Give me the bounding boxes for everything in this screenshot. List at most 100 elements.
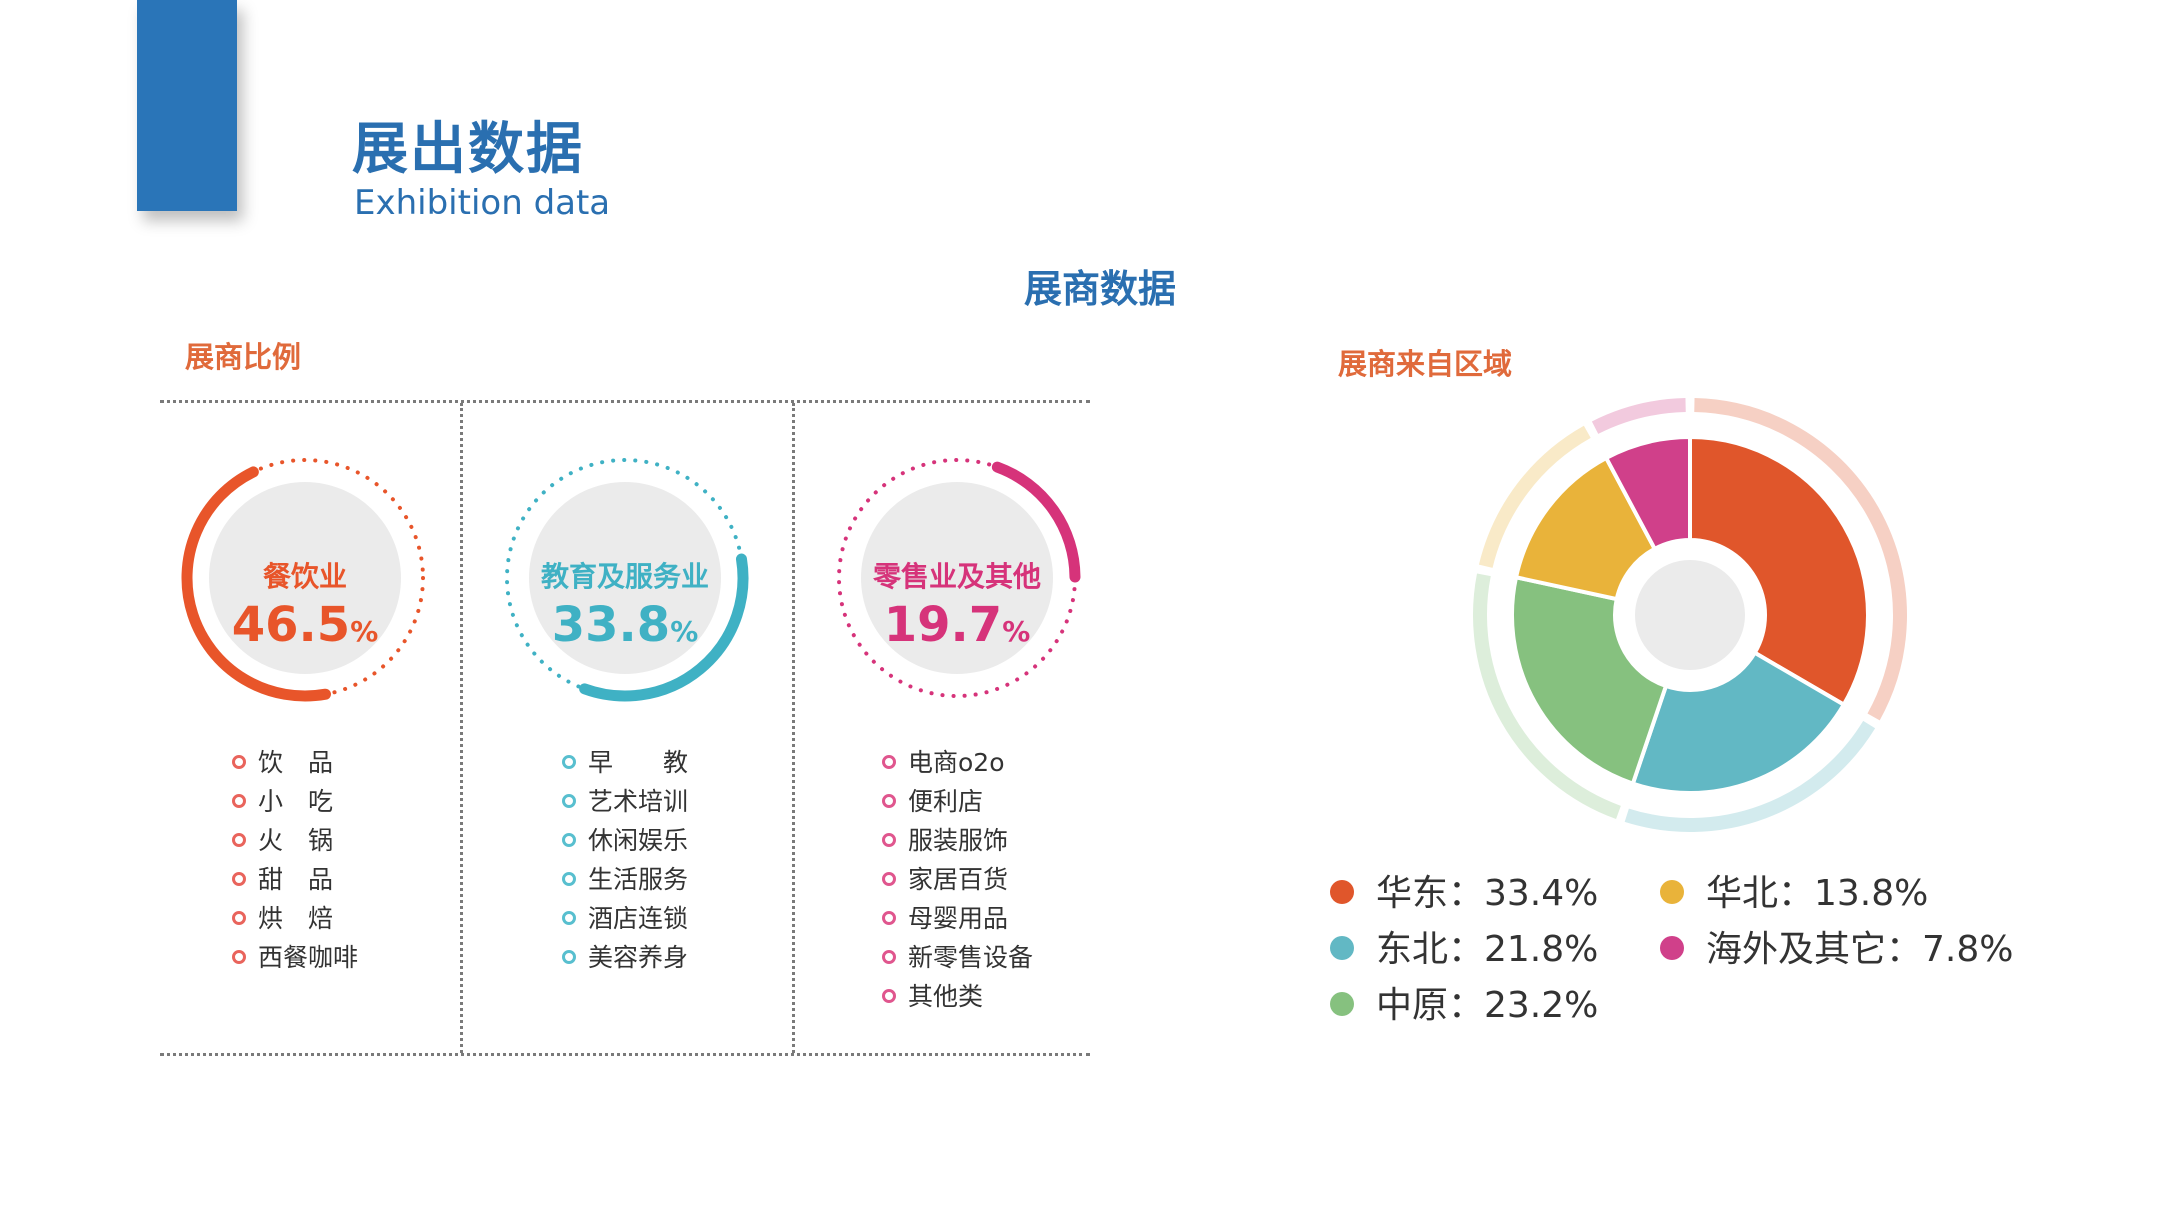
- donut-outer-band: [1624, 720, 1876, 832]
- bullet-icon: [882, 950, 896, 964]
- list-item: 西餐咖啡: [232, 938, 358, 977]
- bullet-icon: [882, 755, 896, 769]
- list-item-label: 艺术培训: [588, 787, 689, 816]
- column-divider: [792, 403, 795, 1053]
- list-item: 电商o2o: [882, 743, 1033, 782]
- donut-inner-ring: [1510, 434, 1870, 795]
- list-item-label: 便利店: [908, 787, 984, 816]
- bullet-icon: [562, 911, 576, 925]
- legend-item-north-china: 华北：13.8%: [1660, 872, 1928, 916]
- list-item: 母婴用品: [882, 899, 1033, 938]
- legend-item-overseas: 海外及其它：7.8%: [1660, 928, 2013, 972]
- list-item-label: 烘 焙: [258, 904, 334, 933]
- legend-dot: [1330, 992, 1354, 1016]
- ring-center: [529, 482, 721, 674]
- list-item-label: 服装服饰: [908, 826, 1009, 855]
- legend-dot: [1330, 936, 1354, 960]
- list-item: 烘 焙: [232, 899, 358, 938]
- ring-svg: [505, 458, 749, 702]
- bullet-icon: [232, 950, 246, 964]
- section-title: 展商数据: [1023, 267, 1176, 311]
- percent-sign: %: [350, 615, 379, 648]
- bullet-icon: [232, 911, 246, 925]
- category-name: 教育及服务业: [540, 560, 709, 593]
- list-item-label: 美容养身: [588, 943, 689, 972]
- ratio-ring-education: 教育及服务业 33.8%: [490, 443, 760, 713]
- legend-label: 华东：33.4%: [1376, 873, 1599, 914]
- list-item: 酒店连锁: [562, 899, 688, 938]
- legend-dot: [1660, 936, 1684, 960]
- donut-outer-ring: [1473, 398, 1907, 832]
- bullet-icon: [882, 989, 896, 1003]
- page-title: 展出数据: [352, 117, 584, 182]
- list-item: 服装服饰: [882, 821, 1033, 860]
- category-percent: 46.5%: [170, 597, 440, 653]
- percent-value: 46.5: [231, 597, 351, 653]
- donut-outer-band: [1694, 398, 1907, 721]
- bullet-icon: [562, 872, 576, 886]
- ratio-ring-retail: 零售业及其他 19.7%: [822, 443, 1092, 713]
- list-item-label: 电商o2o: [908, 748, 1005, 777]
- ring-svg: [181, 458, 425, 702]
- bullet-icon: [882, 833, 896, 847]
- legend-label: 海外及其它：7.8%: [1706, 929, 2014, 970]
- percent-value: 19.7: [883, 597, 1003, 653]
- column-divider: [460, 403, 463, 1053]
- bullet-icon: [562, 950, 576, 964]
- list-item: 火 锅: [232, 821, 358, 860]
- legend-dot: [1330, 880, 1354, 904]
- bullet-icon: [232, 833, 246, 847]
- list-item: 便利店: [882, 782, 1033, 821]
- donut-outer-band: [1591, 398, 1686, 434]
- legend-item-east-china: 华东：33.4%: [1330, 872, 1598, 916]
- bullet-icon: [882, 794, 896, 808]
- donut-slice: [1630, 650, 1847, 795]
- list-item: 家居百货: [882, 860, 1033, 899]
- legend-label: 东北：21.8%: [1376, 929, 1599, 970]
- list-item-label: 火 锅: [258, 826, 334, 855]
- ring-center: [861, 482, 1053, 674]
- list-item: 生活服务: [562, 860, 688, 899]
- list-item-label: 饮 品: [258, 748, 334, 777]
- donut-outer-band: [1473, 573, 1621, 820]
- percent-sign: %: [670, 615, 699, 648]
- donut-outer-band: [1478, 425, 1591, 568]
- legend-item-central: 中原：23.2%: [1330, 984, 1598, 1028]
- list-item: 其他类: [882, 977, 1033, 1016]
- education-sub-list: 早 教艺术培训休闲娱乐生活服务酒店连锁美容养身: [562, 743, 688, 977]
- legend-item-northeast: 东北：21.8%: [1330, 928, 1598, 972]
- retail-sub-list: 电商o2o 便利店服装服饰家居百货 母婴用品新零售设备其他类: [882, 743, 1033, 1016]
- list-item-label: 小 吃: [258, 787, 334, 816]
- list-item: 新零售设备: [882, 938, 1033, 977]
- list-item-label: 西餐咖啡: [258, 943, 359, 972]
- ring-arc: [579, 553, 749, 702]
- legend-label: 华北：13.8%: [1706, 873, 1929, 914]
- list-item-label: 早 教: [588, 748, 689, 777]
- category-percent: 19.7%: [822, 597, 1092, 653]
- percent-value: 33.8: [551, 597, 671, 653]
- list-item: 早 教: [562, 743, 688, 782]
- legend-dot: [1660, 880, 1684, 904]
- ring-svg: [837, 458, 1081, 698]
- donut-center: [1635, 560, 1745, 670]
- list-item: 美容养身: [562, 938, 688, 977]
- list-item: 休闲娱乐: [562, 821, 688, 860]
- category-percent: 33.8%: [490, 597, 760, 653]
- ring-arc: [991, 461, 1081, 583]
- header-accent-bar: [137, 0, 237, 211]
- ring-arc: [181, 466, 331, 702]
- list-item: 小 吃: [232, 782, 358, 821]
- bullet-icon: [232, 794, 246, 808]
- list-item-label: 其他类: [908, 982, 984, 1011]
- ratio-ring-catering: 餐饮业 46.5%: [170, 443, 440, 713]
- list-item-label: 酒店连锁: [588, 904, 689, 933]
- list-item-label: 休闲娱乐: [588, 826, 689, 855]
- bullet-icon: [232, 755, 246, 769]
- list-item-label: 新零售设备: [908, 943, 1034, 972]
- list-item: 甜 品: [232, 860, 358, 899]
- percent-sign: %: [1002, 615, 1031, 648]
- exhibitor-ratio-title: 展商比例: [185, 340, 302, 374]
- bullet-icon: [882, 911, 896, 925]
- page-subtitle: Exhibition data: [354, 183, 611, 223]
- donut-slice: [1510, 574, 1669, 787]
